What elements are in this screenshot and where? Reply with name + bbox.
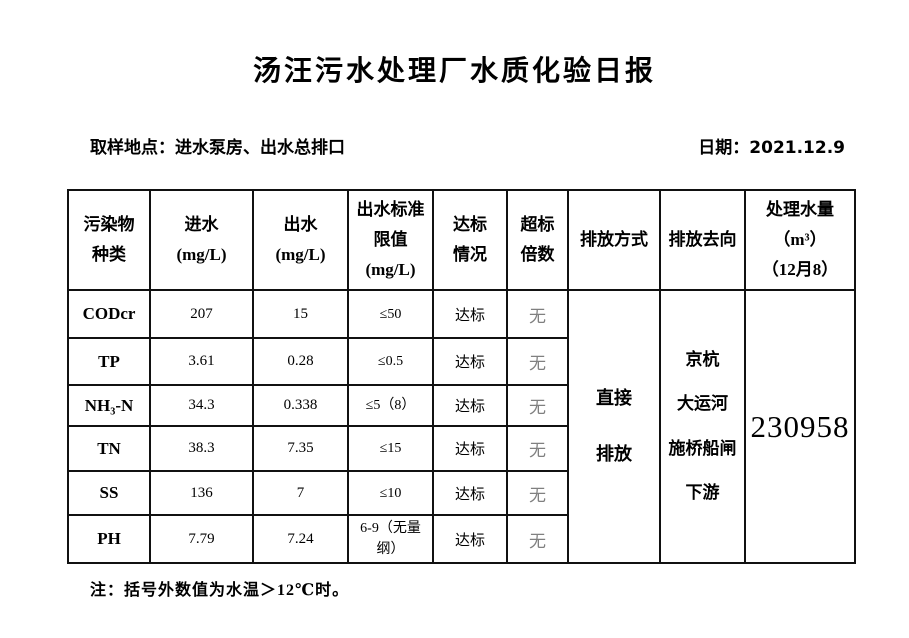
cell-effluent: 0.28 (252, 337, 349, 386)
meta-row: 取样地点：进水泵房、出水总排口 日期：2021.12.9 (90, 131, 845, 159)
cell-pollutant: SS (67, 470, 151, 516)
cell-influent: 3.61 (149, 337, 254, 386)
table-row-ss: SS 136 7 ≤10 达标 无 (67, 470, 855, 516)
header-discharge-mode: 排放方式 (567, 189, 661, 291)
cell-compliance: 达标 (432, 384, 508, 427)
header-effluent-limit: 出水标准 限值 (mg/L) (347, 189, 434, 291)
cell-compliance: 达标 (432, 470, 508, 516)
cell-compliance: 达标 (432, 337, 508, 386)
table-row-ph: PH 7.79 7.24 6-9（无量纲） 达标 无 (67, 514, 855, 564)
header-influent: 进水 (mg/L) (149, 189, 254, 291)
header-treated-volume: 处理水量 （m³） （12月8） (744, 189, 856, 291)
cell-pollutant: TN (67, 425, 151, 472)
cell-effluent: 0.338 (252, 384, 349, 427)
table-row-tp: TP 3.61 0.28 ≤0.5 达标 无 (67, 337, 855, 386)
cell-exceed: 无 (506, 514, 569, 564)
cell-limit: 6-9（无量纲） (347, 514, 434, 564)
cell-limit: ≤10 (347, 470, 434, 516)
header-compliance-status: 达标 情况 (432, 189, 508, 291)
header-effluent: 出水 (mg/L) (252, 189, 349, 291)
header-pollutant-type: 污染物 种类 (67, 189, 151, 291)
page-title: 汤汪污水处理厂水质化验日报 (252, 54, 656, 87)
cell-discharge-mode: 直接 排放 (567, 289, 661, 564)
cell-discharge-destination: 京杭 大运河 施桥船闸 下游 (659, 289, 746, 564)
cell-pollutant: NH₃-N (67, 384, 151, 427)
cell-pollutant: PH (67, 514, 151, 564)
header-discharge-destination: 排放去向 (659, 189, 746, 291)
cell-effluent: 7.24 (252, 514, 349, 564)
cell-compliance: 达标 (432, 289, 508, 339)
cell-pollutant: CODcr (67, 289, 151, 339)
cell-influent: 7.79 (149, 514, 254, 564)
cell-limit: ≤50 (347, 289, 434, 339)
cell-influent: 136 (149, 470, 254, 516)
water-quality-table: 污染物 种类 进水 (mg/L) 出水 (mg/L) 出水标准 限值 (mg/L… (67, 189, 856, 564)
cell-pollutant: TP (67, 337, 151, 386)
cell-exceed: 无 (506, 470, 569, 516)
table-row-codcr: CODcr 207 15 ≤50 达标 无 直接 排放 京杭 大运河 施桥船闸 … (67, 289, 856, 564)
cell-exceed: 无 (506, 337, 569, 386)
cell-effluent: 7 (252, 470, 349, 516)
cell-effluent: 7.35 (252, 425, 349, 472)
cell-influent: 207 (149, 289, 254, 339)
table-header-row: 污染物 种类 进水 (mg/L) 出水 (mg/L) 出水标准 限值 (mg/L… (67, 189, 856, 291)
cell-compliance: 达标 (432, 425, 508, 472)
cell-exceed: 无 (506, 425, 569, 472)
table-row-tn: TN 38.3 7.35 ≤15 达标 无 (67, 425, 855, 472)
cell-influent: 38.3 (149, 425, 254, 472)
table-row-nh3n: NH₃-N 34.3 0.338 ≤5（8） 达标 无 (67, 384, 855, 427)
cell-limit: ≤0.5 (347, 337, 434, 386)
cell-effluent: 15 (252, 289, 349, 339)
cell-compliance: 达标 (432, 514, 508, 564)
footnote: 注：括号外数值为水温＞12℃时。 (90, 582, 350, 599)
cell-treated-volume: 230958 (744, 289, 856, 564)
sampling-location-label: 取样地点：进水泵房、出水总排口 (90, 137, 345, 158)
cell-limit: ≤15 (347, 425, 434, 472)
cell-influent: 34.3 (149, 384, 254, 427)
cell-exceed: 无 (506, 384, 569, 427)
report-date-label: 日期：2021.12.9 (698, 137, 845, 158)
cell-limit: ≤5（8） (347, 384, 434, 427)
cell-exceed: 无 (506, 289, 569, 339)
header-exceed-multiple: 超标 倍数 (506, 189, 569, 291)
